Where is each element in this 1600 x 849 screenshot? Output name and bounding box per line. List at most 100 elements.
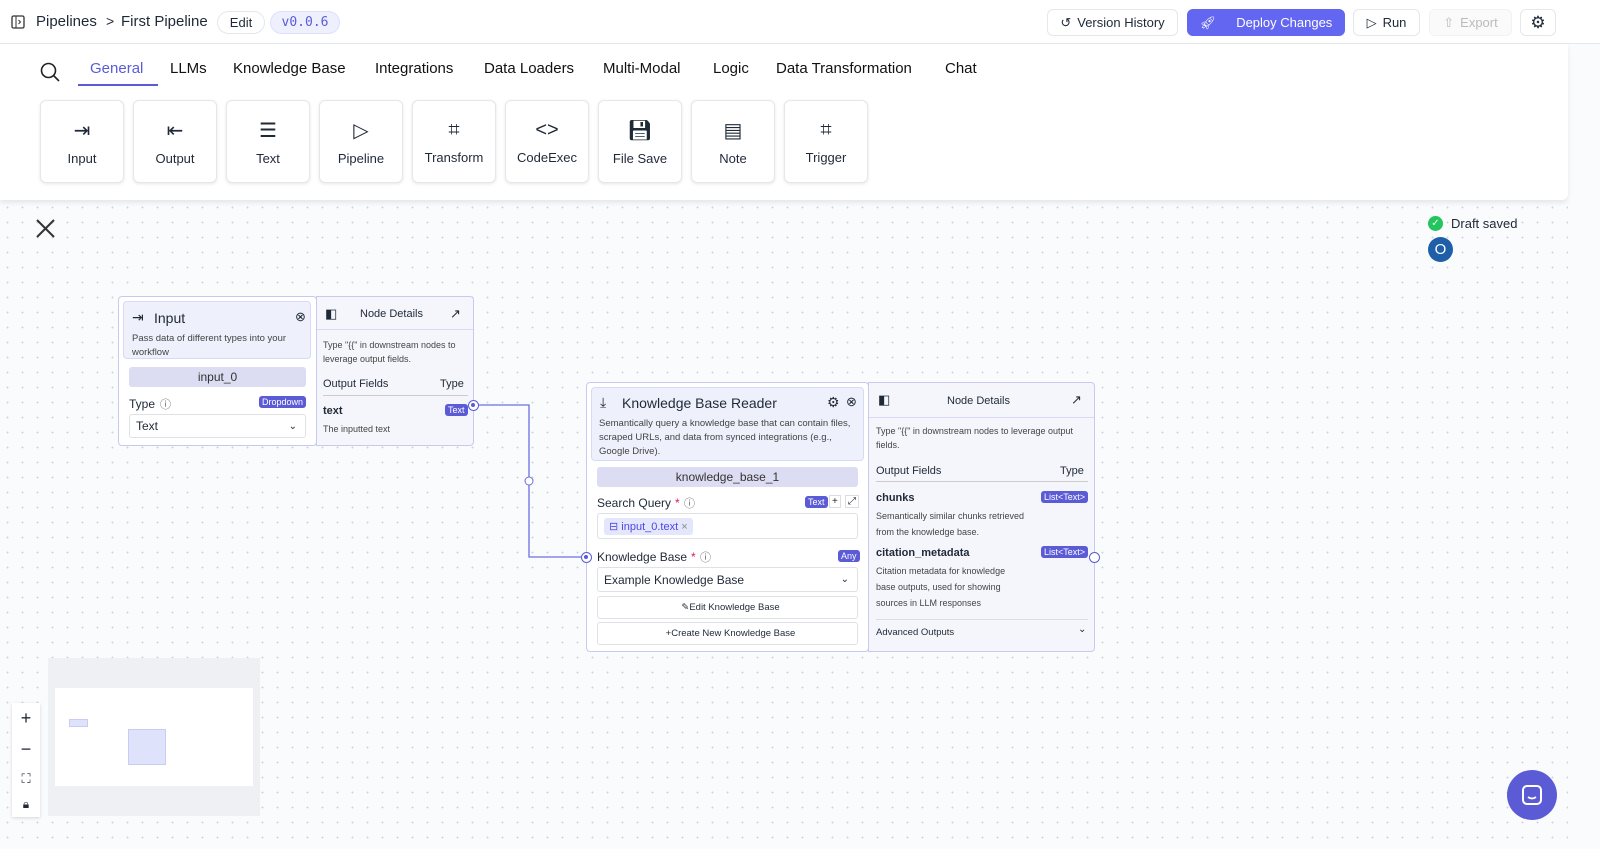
tile-trigger[interactable]: ⌗ Trigger	[784, 100, 868, 183]
output-field-description: Citation metadata for knowledge base out…	[876, 566, 1006, 608]
fit-view-icon[interactable]: ⛶	[21, 770, 31, 786]
input-icon: ⇥	[132, 309, 144, 325]
tab-general[interactable]: General	[90, 60, 144, 77]
type-select[interactable]: Text ⌄	[129, 414, 306, 438]
kb-value: Example Knowledge Base	[604, 572, 745, 587]
tile-text[interactable]: ☰ Text	[226, 100, 310, 183]
details-title: Node Details	[947, 395, 1010, 407]
tile-pipeline[interactable]: ▷ Pipeline	[319, 100, 403, 183]
type-header: Type	[440, 378, 464, 390]
zoom-in-icon[interactable]: +	[20, 708, 32, 729]
knowledge-base-select[interactable]: Example Knowledge Base ⌄	[597, 567, 858, 592]
chat-icon	[1522, 785, 1542, 805]
tile-input[interactable]: ⇥ Input	[40, 100, 124, 183]
tile-output[interactable]: ⇤ Output	[133, 100, 217, 183]
node-name-field[interactable]: knowledge_base_1	[597, 467, 858, 487]
search-icon[interactable]	[40, 62, 60, 82]
minimap-viewport[interactable]	[55, 688, 253, 786]
user-avatar[interactable]: O	[1428, 237, 1453, 262]
tab-llms[interactable]: LLMs	[170, 60, 207, 77]
open-external-icon[interactable]: ↗	[1071, 392, 1082, 407]
type-header: Type	[1060, 465, 1084, 477]
edit-button[interactable]: Edit	[217, 11, 265, 34]
tile-label: Text	[256, 150, 280, 166]
variable-chip[interactable]: ⊟ input_0.text ×	[604, 517, 693, 535]
knowledge-base-reader-node[interactable]: ⤓ Knowledge Base Reader ⚙ ⊗ Semantically…	[586, 382, 869, 652]
version-history-button[interactable]: ↺ Version History	[1047, 9, 1178, 36]
output-field-name: chunks	[876, 492, 915, 504]
edit-knowledge-base-button[interactable]: ✎ Edit Knowledge Base	[597, 596, 858, 619]
close-node-icon[interactable]: ⊗	[846, 394, 857, 409]
kb-node-header: ⤓ Knowledge Base Reader ⚙ ⊗ Semantically…	[591, 387, 864, 461]
minimap[interactable]	[48, 658, 260, 816]
remove-chip-icon[interactable]: ×	[678, 520, 688, 533]
output-fields-header: Output Fields	[323, 378, 389, 390]
pencil-icon: ✎	[681, 602, 690, 613]
sidebar-toggle-icon[interactable]	[11, 15, 25, 29]
knowledge-base-label: Knowledge Base	[597, 550, 688, 564]
search-query-input[interactable]: ⊟ input_0.text ×	[597, 513, 858, 539]
collapse-panel-icon[interactable]: ◧	[878, 392, 891, 407]
output-handle[interactable]	[468, 400, 479, 411]
help-icon[interactable]: ⓘ	[160, 399, 171, 411]
deploy-label: Deploy Changes	[1236, 15, 1333, 30]
breadcrumb-pipelines[interactable]: Pipelines	[36, 13, 97, 30]
active-tab-indicator	[78, 84, 158, 86]
output-field-description: The inputted text	[323, 424, 391, 434]
tile-note[interactable]: ▤ Note	[691, 100, 775, 183]
search-query-label: Search Query	[597, 496, 672, 510]
draft-saved-label: Draft saved	[1451, 216, 1518, 231]
tab-chat[interactable]: Chat	[945, 60, 977, 77]
tab-data-loaders[interactable]: Data Loaders	[484, 60, 575, 77]
create-knowledge-base-button[interactable]: + Create New Knowledge Base	[597, 622, 858, 645]
citation-output-handle[interactable]	[1089, 552, 1100, 563]
input-node-header: ⇥ Input ⊗ Pass data of different types i…	[123, 301, 311, 359]
close-icon[interactable]	[35, 218, 56, 239]
run-button[interactable]: ▷ Run	[1353, 9, 1420, 36]
details-title: Node Details	[360, 308, 423, 320]
tab-integrations[interactable]: Integrations	[375, 60, 454, 77]
tab-multi-modal[interactable]: Multi-Modal	[603, 60, 681, 77]
type-label: Type	[129, 397, 156, 411]
expand-icon[interactable]: ⤢	[845, 495, 859, 508]
plus-icon[interactable]: +	[829, 495, 841, 508]
help-icon[interactable]: ⓘ	[684, 498, 695, 510]
export-button[interactable]: ⇧ Export	[1429, 9, 1512, 36]
tile-file-save[interactable]: 💾︎ File Save	[598, 100, 682, 183]
zoom-out-icon[interactable]: −	[20, 739, 32, 760]
search-type-badge: Text	[805, 496, 828, 508]
close-node-icon[interactable]: ⊗	[295, 309, 306, 324]
text-icon: ☰	[259, 119, 277, 142]
version-history-label: Version History	[1077, 15, 1165, 30]
open-external-icon[interactable]: ↗	[450, 306, 461, 321]
create-kb-label: Create New Knowledge Base	[671, 628, 796, 639]
settings-button[interactable]: ⚙	[1520, 9, 1556, 36]
required-mark: *	[691, 550, 696, 564]
output-field-type: List<Text>	[1041, 546, 1089, 558]
tile-codeexec[interactable]: <> CodeExec	[505, 100, 589, 183]
input-node-title: Input	[154, 310, 186, 326]
chat-support-button[interactable]	[1507, 770, 1557, 820]
tab-logic[interactable]: Logic	[713, 60, 749, 77]
chevron-down-icon[interactable]: ⌄	[1078, 624, 1087, 635]
tile-label: File Save	[612, 150, 668, 166]
lock-icon[interactable]: 🔒︎	[22, 796, 30, 811]
minimap-input-node	[69, 719, 88, 727]
gear-icon[interactable]: ⚙	[827, 394, 840, 410]
tab-knowledge-base[interactable]: Knowledge Base	[233, 60, 346, 77]
deploy-changes-button[interactable]: 🚀︎ Deploy Changes	[1187, 9, 1345, 36]
chevron-down-icon: ⌄	[288, 420, 297, 432]
advanced-outputs-toggle[interactable]: Advanced Outputs	[876, 627, 955, 638]
tile-transform[interactable]: ⌗ Transform	[412, 100, 496, 183]
knowledge-base-input-handle[interactable]	[581, 552, 592, 563]
node-name-field[interactable]: input_0	[129, 367, 306, 387]
output-field-description: Semantically similar chunks retrieved fr…	[876, 511, 1025, 537]
help-icon[interactable]: ⓘ	[700, 552, 711, 564]
collapse-panel-icon[interactable]: ◧	[325, 306, 338, 321]
tab-data-transformation[interactable]: Data Transformation	[776, 60, 912, 77]
output-field-name: text	[323, 405, 343, 417]
input-node-details: ◧ Node Details ↗ Type "{{" in downstream…	[316, 296, 474, 446]
check-circle-icon: ✓	[1428, 216, 1443, 231]
crop-icon: ⌗	[820, 118, 832, 141]
input-node[interactable]: ⇥ Input ⊗ Pass data of different types i…	[118, 296, 317, 446]
